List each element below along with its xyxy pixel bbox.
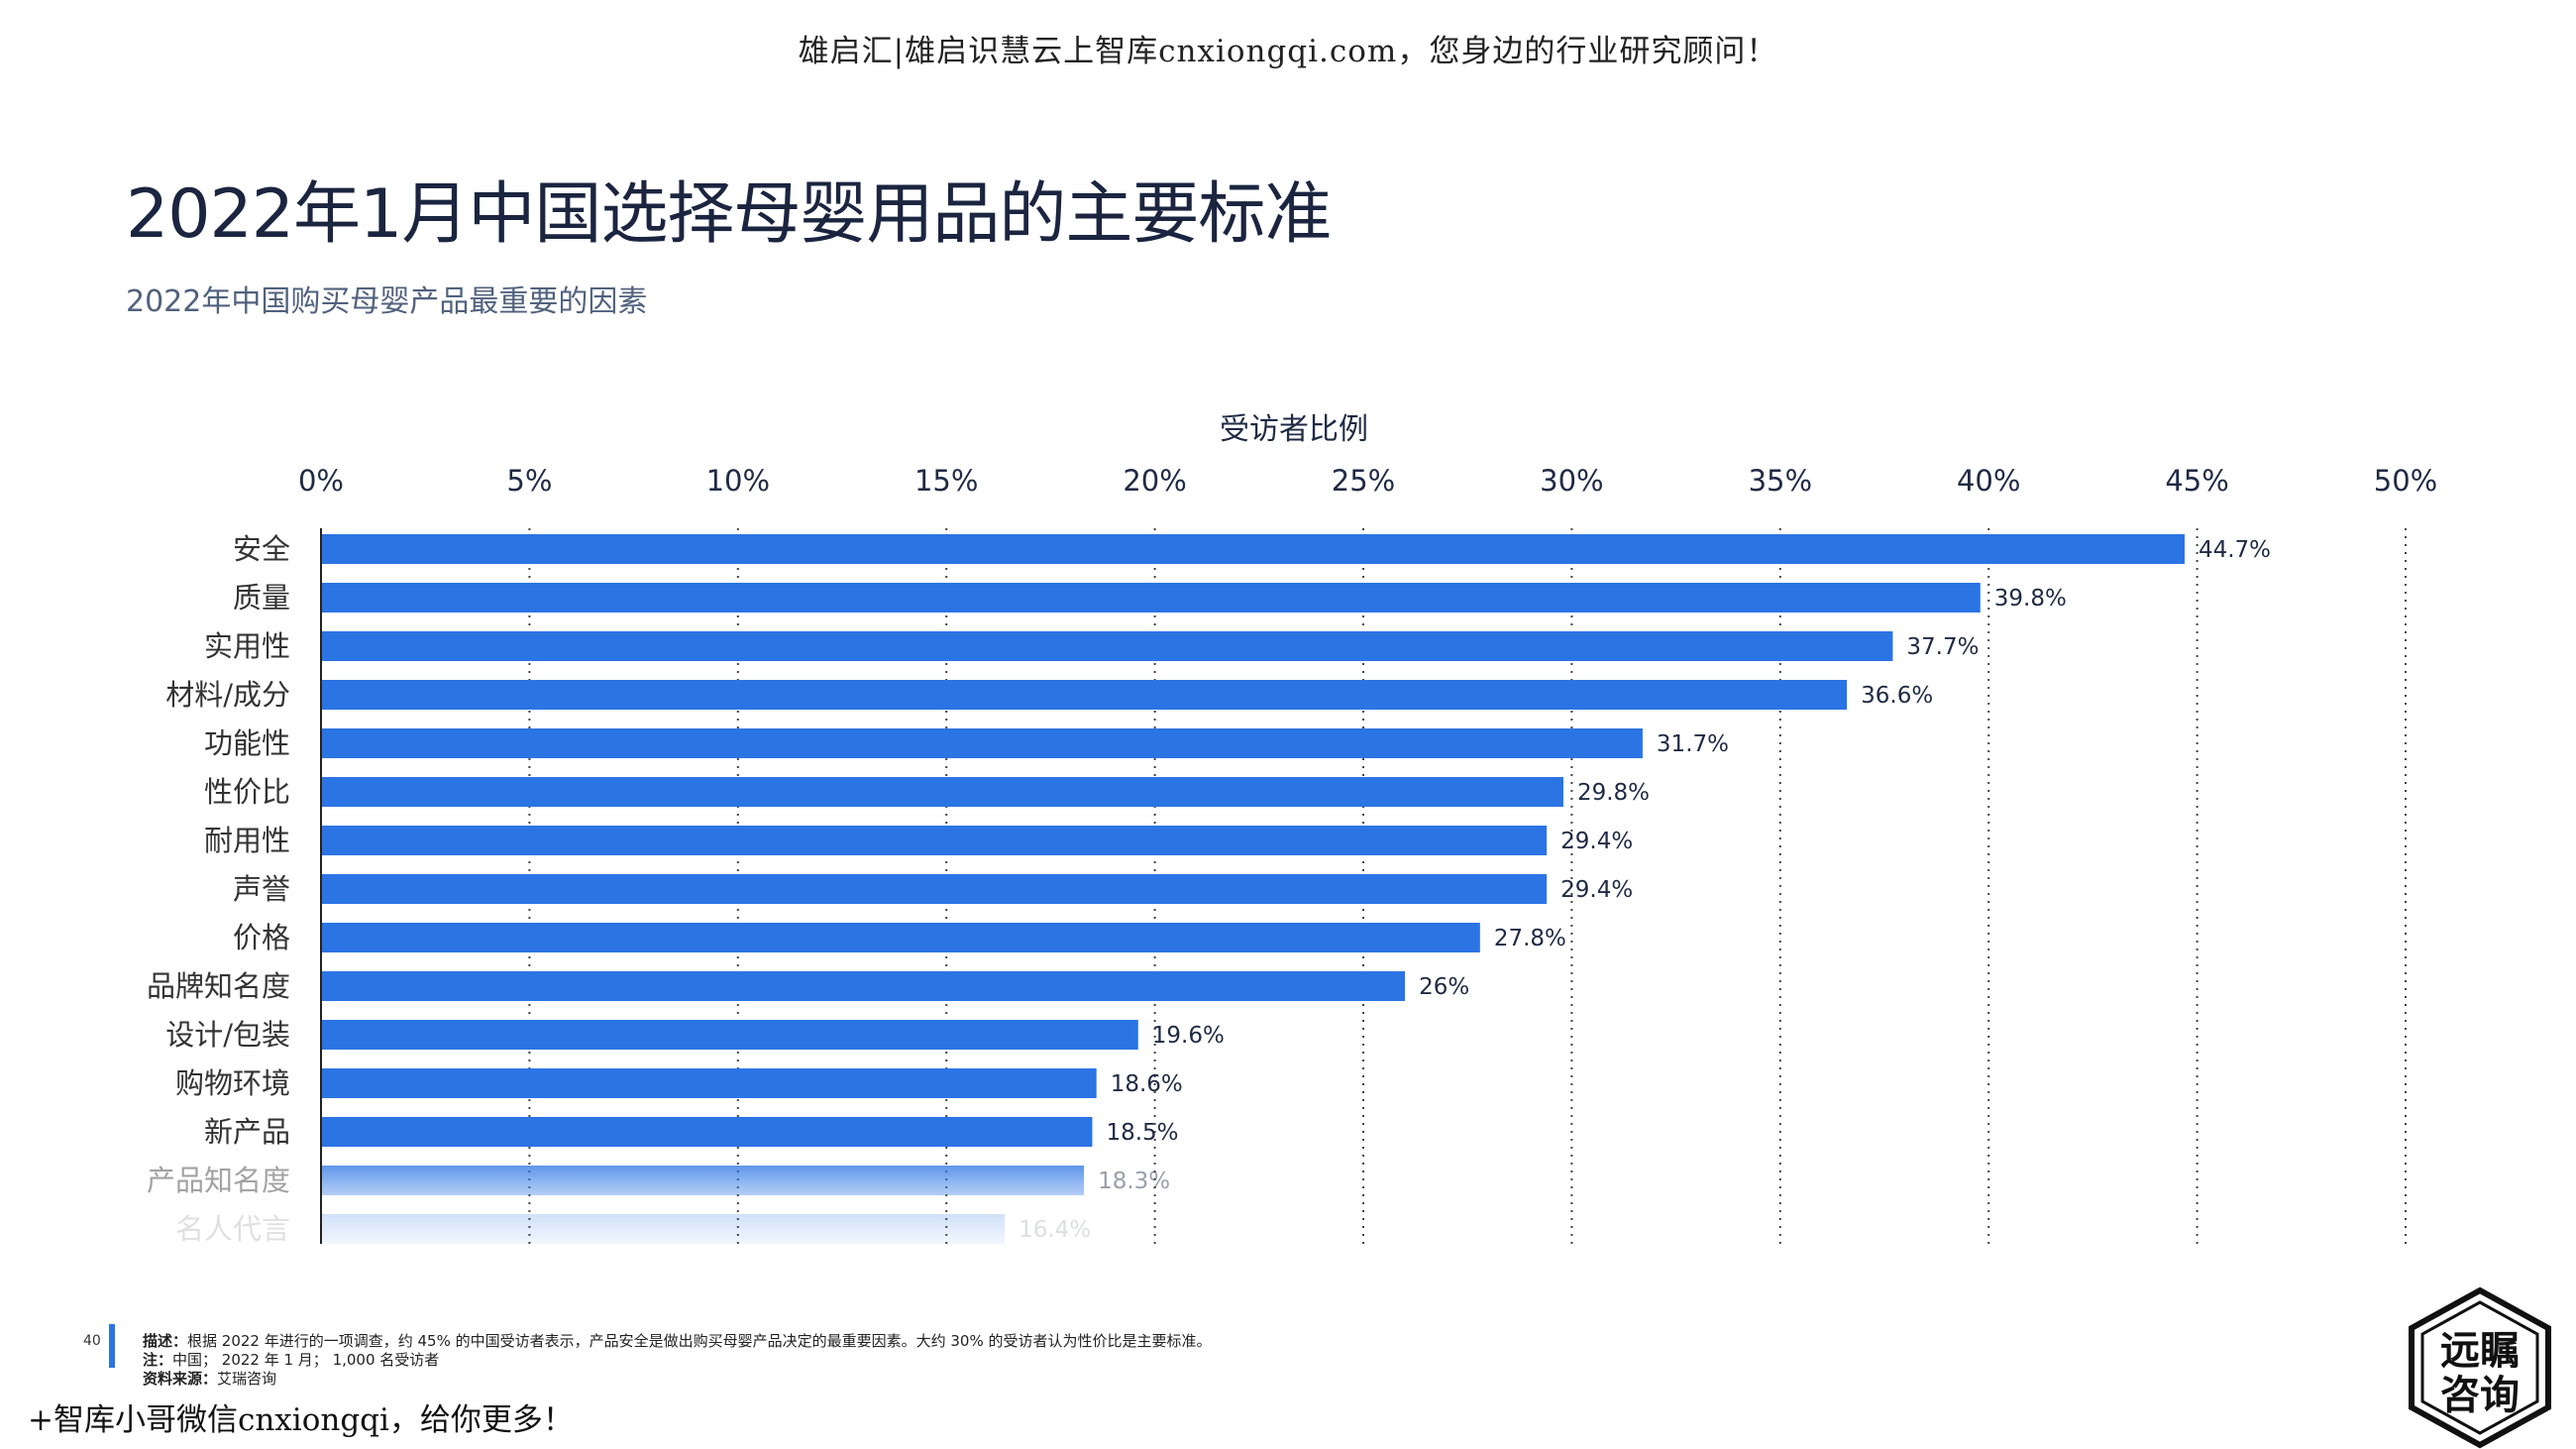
tick-label: 40%	[1957, 464, 2020, 498]
value-label: 37.7%	[1906, 634, 1979, 660]
value-label: 18.6%	[1111, 1071, 1183, 1097]
value-label: 29.4%	[1560, 877, 1633, 903]
category-label: 安全	[233, 532, 290, 566]
bar	[322, 971, 1406, 1001]
category-label: 质量	[233, 581, 290, 614]
watermark-top: 雄启汇|雄启识慧云上智库cnxiongqi.com，您身边的行业研究顾问！	[798, 34, 1778, 69]
tick-label: 35%	[1749, 464, 1812, 498]
bar	[322, 777, 1563, 807]
bar	[322, 1166, 1085, 1195]
logo-line1: 远瞩	[2440, 1327, 2520, 1374]
value-labels: 44.7% 39.8% 37.7% 36.6% 31.7% 29.8% 29.4% 29.4%…	[1019, 537, 2271, 1243]
description-line: 描述：根据 2022 年进行的一项调查，约 45% 的中国受访者表示，产品安全是…	[143, 1332, 1212, 1350]
bar-chart: 受访者比例 0% 5% 10% 15% 20% 25% 30% 35% 40% 45% 50% 安全…	[147, 412, 2437, 1246]
tick-label: 50%	[2374, 464, 2437, 498]
category-labels: 安全质量实用性材料/成分功能性性价比耐用性声誉价格品牌知名度设计/包装购物环境新…	[147, 532, 290, 1246]
value-label: 36.6%	[1861, 683, 1933, 709]
value-label: 39.8%	[1994, 586, 2067, 612]
value-label: 18.3%	[1098, 1169, 1170, 1194]
category-label: 购物环境	[175, 1066, 290, 1100]
tick-label: 20%	[1123, 464, 1186, 498]
value-label: 29.8%	[1577, 780, 1650, 806]
category-label: 耐用性	[204, 824, 290, 857]
value-label: 18.5%	[1106, 1120, 1178, 1146]
bar	[322, 680, 1848, 710]
logo-line2: 咨询	[2440, 1372, 2520, 1418]
category-label: 产品知名度	[147, 1164, 290, 1197]
value-label: 31.7%	[1657, 731, 1729, 757]
tick-label: 15%	[914, 464, 978, 498]
category-label: 新产品	[204, 1115, 290, 1149]
bar	[322, 874, 1548, 904]
source-line: 资料来源：艾瑞咨询	[143, 1370, 277, 1388]
bar	[322, 1020, 1138, 1050]
page-subtitle: 2022年中国购买母婴产品最重要的因素	[126, 284, 648, 319]
page-title: 2022年1月中国选择母婴用品的主要标准	[126, 175, 1332, 254]
category-label: 价格	[233, 921, 290, 954]
bar	[322, 583, 1981, 613]
category-label: 名人代言	[175, 1212, 290, 1246]
footer-notes: 描述：根据 2022 年进行的一项调查，约 45% 的中国受访者表示，产品安全是…	[143, 1332, 1211, 1389]
value-label: 44.7%	[2199, 537, 2271, 563]
category-label: 功能性	[204, 726, 290, 760]
value-label: 26%	[1419, 974, 1469, 1000]
logo-badge: 远瞩 咨询	[2409, 1286, 2551, 1449]
category-label: 性价比	[204, 775, 290, 809]
bar	[322, 534, 2185, 564]
tick-label: 0%	[298, 464, 344, 498]
category-label: 实用性	[204, 629, 290, 663]
watermark-bottom: +智库小哥微信cnxiongqi，给你更多！	[28, 1402, 574, 1438]
bar	[322, 923, 1480, 952]
page-number: 40	[83, 1333, 101, 1349]
bars	[322, 534, 2185, 1244]
bar	[322, 1214, 1006, 1244]
bar	[322, 631, 1893, 661]
value-label: 29.4%	[1560, 829, 1633, 854]
bar	[322, 1117, 1093, 1147]
footer-accent-bar	[109, 1324, 115, 1368]
tick-label: 25%	[1332, 464, 1395, 498]
tick-labels: 0% 5% 10% 15% 20% 25% 30% 35% 40% 45% 50%	[298, 464, 2437, 498]
category-label: 设计/包装	[165, 1018, 290, 1052]
bar	[322, 728, 1643, 758]
tick-label: 10%	[706, 464, 770, 498]
value-label: 19.6%	[1152, 1023, 1225, 1049]
value-label: 27.8%	[1494, 926, 1566, 951]
tick-label: 5%	[506, 464, 552, 498]
axis-title: 受访者比例	[1220, 412, 1368, 447]
category-label: 声誉	[233, 872, 290, 906]
note-line: 注：中国； 2022 年 1 月； 1,000 名受访者	[143, 1351, 440, 1369]
category-label: 品牌知名度	[147, 969, 290, 1003]
tick-label: 30%	[1540, 464, 1603, 498]
value-label: 16.4%	[1019, 1217, 1091, 1243]
category-label: 材料/成分	[165, 678, 290, 712]
bar	[322, 826, 1548, 855]
bar	[322, 1068, 1097, 1098]
tick-label: 45%	[2165, 464, 2228, 498]
